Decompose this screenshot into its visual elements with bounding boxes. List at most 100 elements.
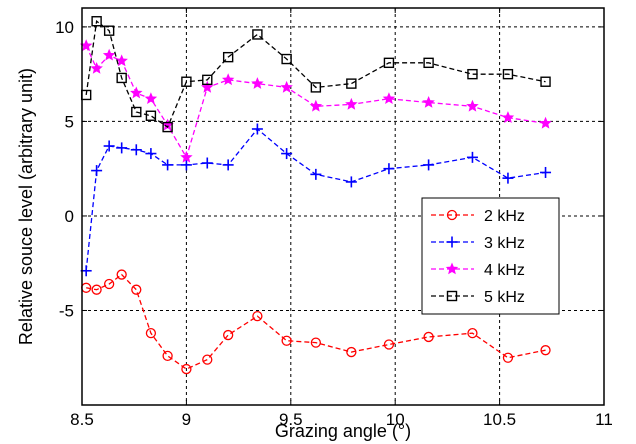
data-point-circle: [540, 345, 551, 356]
data-point-plus: [345, 176, 357, 188]
data-point-plus: [103, 140, 115, 152]
legend: 2 kHz 3 kHz 4 kHz 5 kHz: [421, 197, 560, 315]
data-point-star: [201, 80, 214, 93]
data-point-star: [539, 116, 552, 129]
data-point-square: [222, 51, 234, 63]
data-point-circle: [162, 350, 173, 361]
data-point-circle: [467, 328, 478, 339]
data-point-star: [115, 54, 128, 67]
legend-label: 5 kHz: [484, 289, 525, 306]
legend-item: 3 kHz: [431, 235, 525, 252]
data-point-plus: [180, 159, 192, 171]
data-point-circle: [202, 354, 213, 365]
data-point-plus: [251, 123, 263, 135]
data-point-square: [383, 57, 395, 69]
data-point-star: [102, 48, 116, 61]
data-point-circle: [423, 331, 434, 343]
data-point-circle: [223, 329, 234, 341]
plot-frame: [81, 7, 605, 406]
data-point-square: [423, 57, 434, 69]
series-2: [80, 123, 552, 277]
data-point-plus: [91, 165, 103, 177]
series-4: [80, 16, 551, 133]
y-tick-label: -5: [59, 301, 74, 320]
data-point-plus: [540, 166, 552, 178]
series-line: [86, 273, 546, 370]
data-point-star: [90, 61, 103, 74]
data-point-circle: [103, 278, 115, 290]
data-point-square: [145, 110, 157, 121]
data-point-square: [467, 68, 478, 80]
data-point-star: [345, 97, 358, 110]
data-point-square: [252, 29, 263, 40]
legend-item: 4 kHz: [431, 262, 525, 279]
legend-item: 2 kHz: [431, 208, 525, 225]
data-point-star: [280, 80, 293, 93]
x-tick-label: 9.5: [279, 410, 303, 429]
axis-ticks: 8.5 9 9.5 10 10.5 11 -5 0 5 10: [55, 8, 613, 429]
data-point-plus: [281, 148, 293, 160]
data-point-star: [422, 95, 435, 108]
data-point-circle: [446, 209, 458, 221]
x-tick-label: 10.5: [483, 410, 516, 429]
legend-box: [421, 197, 560, 315]
data-point-plus: [502, 172, 514, 184]
data-point-circle: [131, 284, 142, 295]
data-point-plus: [116, 142, 128, 154]
y-axis-label: Relative souce level (arbitrary unit): [16, 68, 36, 345]
legend-label: 2 kHz: [484, 208, 525, 225]
data-point-plus: [423, 159, 435, 171]
data-point-star: [309, 99, 323, 112]
data-point-plus: [201, 157, 213, 169]
x-axis-label: Grazing angle (°): [275, 421, 411, 441]
data-point-square: [202, 74, 213, 86]
data-point-square: [162, 121, 173, 133]
data-point-square: [502, 68, 514, 80]
x-tick-label: 8.5: [70, 410, 94, 429]
data-point-circle: [116, 269, 127, 280]
data-point-square: [310, 82, 322, 93]
data-point-star: [382, 92, 396, 105]
data-point-circle: [252, 310, 263, 322]
data-point-star: [445, 262, 459, 275]
data-point-star: [251, 77, 264, 89]
data-point-star: [144, 92, 158, 105]
data-point-circle: [502, 352, 514, 363]
data-point-circle: [91, 284, 102, 295]
data-point-plus: [383, 163, 395, 175]
data-point-square: [103, 25, 115, 36]
x-tick-label: 9: [182, 410, 191, 429]
data-point-circle: [383, 339, 395, 350]
data-point-star: [466, 99, 479, 112]
plot-series: [79, 16, 552, 375]
data-point-star: [161, 118, 174, 131]
data-point-square: [446, 290, 458, 302]
data-point-square: [540, 76, 551, 87]
y-tick-label: 10: [55, 18, 74, 37]
data-point-circle: [310, 337, 322, 348]
data-point-plus: [446, 236, 458, 248]
data-point-circle: [281, 335, 292, 346]
data-point-square: [346, 78, 357, 89]
data-point-circle: [181, 363, 192, 375]
series-line: [85, 20, 546, 129]
legend-item: 5 kHz: [431, 289, 525, 306]
data-point-star: [130, 86, 143, 99]
data-point-square: [91, 16, 102, 27]
data-point-circle: [346, 346, 357, 358]
data-point-square: [131, 106, 142, 118]
data-point-plus: [222, 159, 234, 171]
y-tick-label: 0: [65, 207, 74, 226]
x-tick-label: 11: [595, 410, 613, 429]
data-point-plus: [162, 159, 174, 171]
data-point-square: [281, 53, 292, 65]
data-point-square: [181, 76, 192, 87]
x-tick-label: 10: [386, 410, 405, 429]
series-3: [79, 39, 552, 163]
data-point-plus: [145, 148, 157, 160]
legend-label: 4 kHz: [484, 262, 525, 279]
data-point-square: [116, 72, 127, 84]
series-1: [81, 269, 551, 375]
data-point-star: [221, 73, 235, 86]
